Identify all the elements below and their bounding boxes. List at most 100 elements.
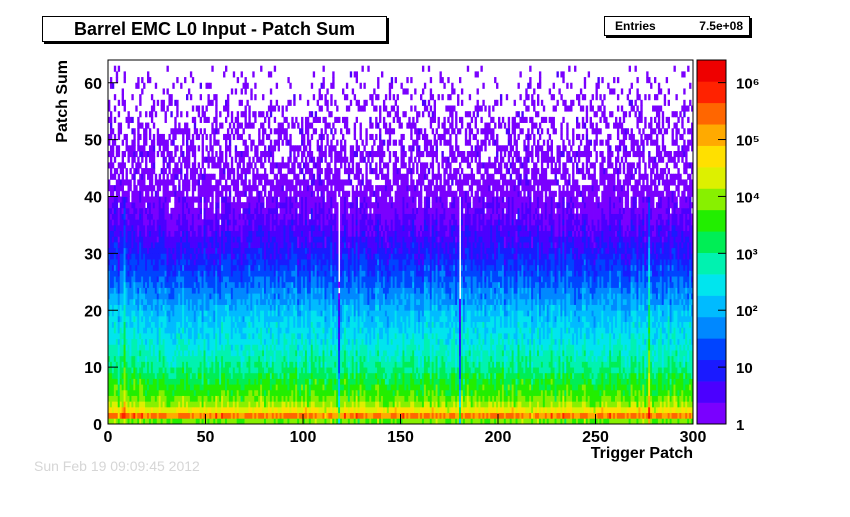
heatmap-cell: [281, 185, 284, 192]
heatmap-cell: [113, 276, 117, 283]
heatmap-cell: [156, 242, 160, 249]
heatmap-cell: [127, 151, 130, 158]
heatmap-cell: [109, 219, 113, 226]
heatmap-cell: [186, 281, 189, 288]
heatmap-cell: [180, 310, 183, 317]
heatmap-cell: [201, 151, 204, 158]
heatmap-cell: [141, 327, 144, 334]
heatmap-cell: [162, 406, 165, 414]
heatmap-cell: [141, 367, 144, 374]
heatmap-cell: [108, 264, 111, 271]
heatmap-cell: [166, 344, 169, 351]
heatmap-cell: [162, 355, 165, 362]
heatmap-cell: [211, 281, 214, 288]
heatmap-cell: [225, 65, 228, 72]
heatmap-cell: [148, 253, 152, 260]
heatmap-cell: [191, 293, 195, 300]
heatmap-cell: [121, 162, 124, 169]
heatmap-cell: [160, 333, 163, 340]
heatmap-cell: [148, 344, 152, 351]
heatmap-cell: [193, 168, 197, 175]
heatmap-cell: [226, 162, 230, 169]
heatmap-cell: [125, 202, 128, 209]
heatmap-cell: [168, 99, 171, 106]
heatmap-cell: [117, 389, 121, 396]
heatmap-cell: [180, 361, 183, 368]
heatmap-cell: [170, 389, 173, 396]
heatmap-cell: [217, 207, 220, 214]
heatmap-cell: [145, 418, 148, 425]
heatmap-cell: [152, 281, 156, 288]
heatmap-cell: [170, 242, 173, 249]
heatmap-cell: [197, 253, 201, 260]
heatmap-cell: [180, 151, 183, 158]
heatmap-cell: [195, 128, 199, 135]
heatmap-cell: [186, 145, 189, 152]
heatmap-cell: [178, 224, 181, 232]
heatmap-cell: [139, 236, 142, 243]
heatmap-cell: [164, 344, 167, 351]
heatmap-cell: [209, 298, 212, 305]
heatmap-cell: [187, 367, 191, 374]
heatmap-cell: [211, 230, 214, 237]
heatmap-cell: [156, 401, 160, 408]
heatmap-cell: [174, 259, 177, 266]
heatmap-cell: [119, 207, 123, 214]
heatmap-cell: [133, 287, 136, 294]
heatmap-cell: [180, 287, 183, 294]
heatmap-cell: [115, 168, 119, 175]
heatmap-cell: [148, 202, 152, 209]
heatmap-cell: [201, 281, 204, 288]
heatmap-cell: [135, 344, 138, 351]
heatmap-cell: [182, 264, 185, 271]
heatmap-cell: [252, 168, 255, 175]
heatmap-cell: [195, 242, 199, 249]
heatmap-cell: [197, 361, 201, 368]
heatmap-cell: [193, 304, 197, 311]
heatmap-cell: [148, 293, 152, 300]
heatmap-cell: [152, 372, 156, 379]
heatmap-cell: [150, 224, 154, 232]
heatmap-cell: [187, 384, 191, 391]
heatmap-cell: [143, 293, 146, 300]
heatmap-cell: [176, 298, 179, 305]
heatmap-cell: [109, 327, 113, 334]
heatmap-cell: [115, 350, 119, 357]
heatmap-cell: [168, 276, 171, 283]
heatmap-cell: [115, 395, 119, 402]
heatmap-cell: [113, 213, 117, 220]
heatmap-cell: [117, 219, 121, 226]
heatmap-cell: [176, 287, 179, 294]
heatmap-cell: [281, 105, 284, 112]
heatmap-cell: [133, 230, 136, 237]
heatmap-cell: [168, 287, 171, 294]
heatmap-cell: [113, 378, 117, 385]
heatmap-cell: [115, 77, 119, 84]
heatmap-cell: [108, 162, 111, 169]
heatmap-cell: [143, 412, 146, 419]
heatmap-cell: [197, 395, 201, 402]
heatmap-cell: [148, 395, 152, 402]
heatmap-cell: [197, 173, 201, 180]
heatmap-cell: [256, 168, 259, 175]
heatmap-cell: [230, 162, 234, 169]
heatmap-cell: [187, 378, 191, 385]
heatmap-cell: [143, 350, 146, 357]
heatmap-cell: [123, 327, 126, 334]
heatmap-cell: [154, 315, 158, 323]
heatmap-cell: [262, 196, 265, 203]
heatmap-cell: [189, 253, 193, 260]
heatmap-cell: [123, 213, 126, 220]
heatmap-cell: [215, 151, 218, 158]
heatmap-cell: [178, 281, 181, 288]
heatmap-cell: [238, 207, 241, 214]
heatmap-cell: [209, 156, 212, 163]
heatmap-cell: [156, 202, 160, 209]
heatmap-cell: [273, 145, 277, 152]
heatmap-cell: [303, 173, 306, 180]
heatmap-cell: [135, 82, 138, 89]
heatmap-cell: [133, 179, 136, 186]
heatmap-cell: [178, 259, 181, 266]
heatmap-cell: [152, 122, 156, 129]
heatmap-cell: [133, 367, 136, 374]
